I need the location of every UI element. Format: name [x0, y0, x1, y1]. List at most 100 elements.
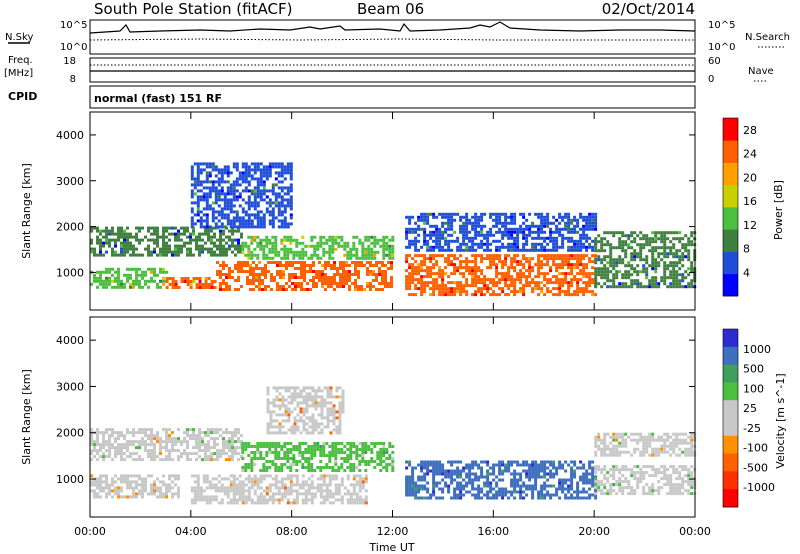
x-axis-label: Time UT — [368, 541, 414, 554]
power-region-7 — [405, 212, 598, 252]
time-tick-label: 16:00 — [477, 525, 509, 538]
velocity-colorbar-segment — [723, 418, 738, 437]
freq-left-label-2: [MHz] — [4, 68, 33, 79]
power-scatter-regions — [90, 162, 697, 297]
beam-label: Beam 06 — [357, 0, 424, 18]
date-label: 02/Oct/2014 — [602, 0, 695, 18]
velocity-x-ticks — [89, 317, 696, 517]
power-region-2 — [165, 277, 217, 289]
power-colorbar-tick: 12 — [743, 219, 757, 232]
freq-left-label-1: Freq. — [8, 55, 33, 66]
power-region-4 — [241, 235, 395, 260]
freq-right-tick-top: 60 — [708, 56, 721, 67]
velocity-region-6 — [594, 465, 697, 496]
velocity-region-2 — [190, 474, 368, 505]
power-colorbar-segment — [723, 273, 738, 297]
power-colorbar-segment — [723, 118, 738, 141]
freq-right-tick-bottom: 0 — [708, 74, 714, 85]
velocity-colorbar-tick: -500 — [743, 461, 768, 474]
noise-panel-frame — [89, 19, 696, 55]
power-colorbar-segment — [723, 162, 738, 186]
noise-right-tick-top: 10^5 — [708, 20, 735, 31]
power-y-axis-label: Slant Range [km] — [20, 163, 33, 259]
freq-left-tick-bottom: 8 — [70, 74, 76, 85]
power-colorbar-segment — [723, 229, 738, 252]
power-colorbar-label: Power [dB] — [772, 180, 785, 240]
velocity-colorbar-tick: 25 — [743, 402, 757, 415]
velocity-colorbar-segment — [723, 400, 738, 419]
noise-left-tick-top: 10^5 — [60, 20, 87, 31]
velocity-colorbar: 1000 500 100 25 -25 -100 -500 -1000 — [722, 328, 775, 508]
cpid-panel-frame — [89, 85, 696, 109]
power-colorbar-tick: 16 — [743, 195, 757, 208]
noise-left-label: N.Sky — [5, 32, 33, 43]
velocity-colorbar-tick: 100 — [743, 382, 764, 395]
power-ytick-label: 1000 — [56, 266, 84, 279]
power-colorbar-tick: 4 — [743, 266, 750, 279]
velocity-y-axis-label: Slant Range [km] — [20, 369, 33, 465]
time-tick-labels: 00:00 04:00 08:00 12:00 16:00 20:00 00:00 — [74, 525, 711, 538]
cpid-label: CPID — [8, 90, 37, 103]
velocity-y-ticks: 1000 2000 3000 4000 — [56, 334, 695, 486]
power-ytick-label: 3000 — [56, 175, 84, 188]
velocity-colorbar-tick: -100 — [743, 442, 768, 455]
power-region-5 — [190, 162, 293, 229]
freq-panel-frame — [89, 57, 696, 83]
velocity-colorbar-segment — [723, 489, 738, 508]
velocity-panel: 1000 2000 3000 4000 Slant Range [km] 1000 50… — [20, 316, 787, 518]
power-region-1 — [90, 226, 243, 257]
power-y-ticks: 1000 2000 3000 4000 — [56, 129, 695, 279]
time-tick-label: 00:00 — [679, 525, 711, 538]
time-tick-label: 04:00 — [175, 525, 207, 538]
power-colorbar-segment — [723, 207, 738, 230]
power-colorbar-segment — [723, 184, 738, 208]
time-tick-label: 08:00 — [276, 525, 308, 538]
velocity-colorbar-segment — [723, 346, 738, 365]
velocity-ytick-label: 1000 — [56, 473, 84, 486]
time-tick-label: 20:00 — [578, 525, 610, 538]
velocity-colorbar-segment — [723, 329, 738, 348]
noise-search-trace — [89, 38, 695, 41]
power-colorbar-segment — [723, 251, 738, 275]
velocity-colorbar-segment — [723, 435, 738, 454]
power-colorbar-segment — [723, 140, 738, 163]
power-colorbar: 4 8 12 16 20 24 28 — [722, 117, 757, 297]
velocity-colorbar-segment — [723, 382, 738, 401]
nave-right-label: Nave — [748, 66, 774, 77]
time-tick-label: 00:00 — [74, 525, 106, 538]
velocity-colorbar-segment — [723, 364, 738, 383]
power-colorbar-tick: 20 — [743, 171, 757, 184]
velocity-ytick-label: 2000 — [56, 427, 84, 440]
power-colorbar-tick: 28 — [743, 124, 757, 137]
velocity-region-5 — [405, 460, 598, 500]
velocity-region-3 — [241, 442, 395, 472]
power-region-3 — [216, 261, 393, 291]
velocity-colorbar-label: Velocity [m s^-1] — [774, 373, 787, 468]
velocity-colorbar-tick: 1000 — [743, 343, 771, 356]
velocity-colorbar-tick: -1000 — [743, 481, 775, 494]
power-ytick-label: 4000 — [56, 129, 84, 142]
cpid-text: normal (fast) 151 RF — [94, 92, 222, 105]
power-colorbar-tick: 24 — [743, 148, 757, 161]
station-title: South Pole Station (fitACF) — [94, 0, 292, 18]
velocity-region-0 — [90, 474, 180, 499]
power-region-0 — [90, 267, 168, 289]
velocity-region-4 — [266, 386, 345, 435]
power-ytick-label: 2000 — [56, 221, 84, 234]
velocity-ytick-label: 3000 — [56, 380, 84, 393]
velocity-colorbar-tick: -25 — [743, 422, 761, 435]
power-region-8 — [594, 231, 697, 289]
power-colorbar-tick: 8 — [743, 243, 750, 256]
noise-sky-trace — [89, 21, 696, 34]
time-tick-label: 12:00 — [377, 525, 409, 538]
velocity-region-1 — [90, 428, 243, 462]
velocity-scatter-regions — [90, 386, 697, 505]
power-panel: 1000 2000 3000 4000 Slant Range [km] 4 8 12 16… — [20, 111, 785, 311]
noise-left-tick-bottom: 10^0 — [60, 42, 87, 53]
noise-right-tick-bottom: 10^0 — [708, 42, 735, 53]
noise-right-label: N.Search — [745, 32, 790, 43]
power-x-ticks — [89, 112, 696, 310]
velocity-colorbar-segment — [723, 453, 738, 472]
velocity-ytick-label: 4000 — [56, 334, 84, 347]
